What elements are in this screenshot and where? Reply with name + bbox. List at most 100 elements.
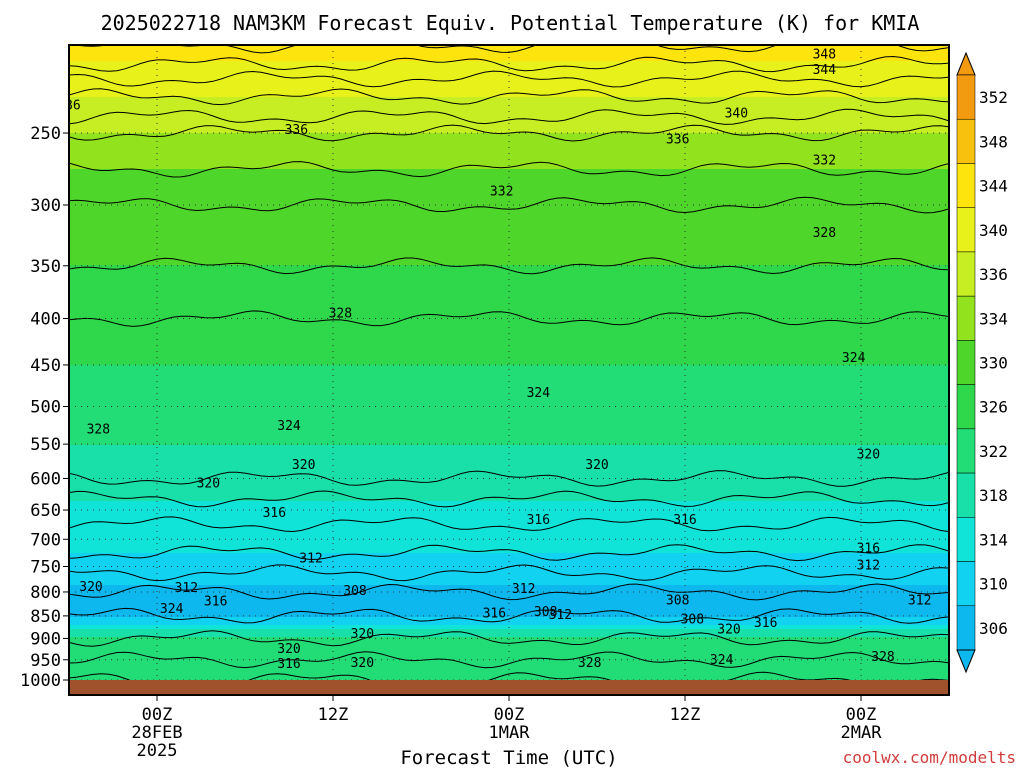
field-band — [69, 537, 949, 541]
colorbar-label: 348 — [979, 132, 1008, 151]
field-band — [69, 137, 949, 141]
field-band — [69, 669, 949, 673]
y-tick-label: 850 — [30, 607, 61, 627]
colorbar-segment — [956, 605, 976, 651]
field-band — [69, 213, 949, 217]
field-band — [69, 389, 949, 393]
field-band — [69, 489, 949, 493]
y-tick-label: 600 — [30, 469, 61, 489]
contour-label: 324 — [160, 602, 184, 617]
ground-surface — [69, 680, 949, 695]
field-band — [69, 465, 949, 469]
contour-line — [69, 70, 949, 88]
field-band — [69, 557, 949, 561]
field-band — [69, 45, 949, 49]
contour-line — [69, 607, 949, 624]
y-tick-label: 800 — [30, 583, 61, 603]
field-band — [69, 677, 949, 681]
field-band — [69, 177, 949, 181]
x-tick-label: 2MAR — [841, 723, 883, 743]
credit-text[interactable]: coolwx.com/modelts — [843, 748, 1016, 767]
contour-label: 320 — [717, 623, 740, 638]
contour-label: 328 — [578, 656, 601, 671]
field-band — [69, 257, 949, 261]
field-band — [69, 381, 949, 385]
colorbar-segment — [956, 163, 976, 208]
field-band — [69, 333, 949, 337]
contour-label: 328 — [87, 423, 110, 438]
contour-label: 308 — [343, 584, 366, 599]
contour-label: 320 — [277, 642, 300, 657]
contour-line — [69, 196, 949, 214]
field-band — [69, 81, 949, 85]
contour-label: 312 — [908, 593, 931, 608]
field-band — [69, 141, 949, 145]
colorbar-label: 330 — [979, 354, 1008, 373]
x-tick-label: 28FEB — [131, 723, 182, 743]
contour-label: 332 — [813, 153, 836, 168]
field-band — [69, 401, 949, 405]
contour-label: 340 — [725, 107, 748, 122]
field-band — [69, 297, 949, 301]
colorbar-label: 310 — [979, 575, 1008, 594]
x-tick-label: 2025 — [137, 741, 178, 761]
field-band — [69, 89, 949, 93]
contour-label: 312 — [857, 558, 880, 573]
field-band — [69, 393, 949, 397]
field-band — [69, 185, 949, 189]
field-band — [69, 345, 949, 349]
field-band — [69, 581, 949, 585]
contour-label: 308 — [666, 594, 689, 609]
field-band — [69, 233, 949, 237]
y-tick-label: 250 — [30, 124, 61, 144]
colorbar-label: 318 — [979, 486, 1008, 505]
field-band — [69, 485, 949, 489]
y-tick-label: 950 — [30, 651, 61, 671]
field-band — [69, 161, 949, 165]
colorbar-label: 326 — [979, 398, 1008, 417]
field-band — [69, 105, 949, 109]
contour-label: 316 — [754, 616, 777, 631]
field-band — [69, 293, 949, 297]
x-tick-label: 12Z — [318, 705, 349, 725]
field-band — [69, 657, 949, 661]
field-band — [69, 221, 949, 225]
field-band — [69, 225, 949, 229]
x-tick-label: 00Z — [846, 705, 877, 725]
contour-line — [69, 124, 949, 142]
field-band — [69, 261, 949, 265]
field-band — [69, 129, 949, 133]
field-band — [69, 549, 949, 553]
field-band — [69, 509, 949, 513]
contour-label: 316 — [673, 513, 696, 528]
field-band — [69, 665, 949, 669]
field-band — [69, 377, 949, 381]
contour-label: 320 — [79, 580, 102, 595]
field-band — [69, 629, 949, 633]
x-axis-label: Forecast Time (UTC) — [400, 747, 617, 768]
colorbar-segment — [956, 207, 976, 253]
contour-label: 324 — [710, 653, 734, 668]
field-band — [69, 501, 949, 505]
field-band — [69, 477, 949, 481]
contour-line — [69, 470, 949, 487]
contour-label: 316 — [277, 657, 300, 672]
field-band — [69, 609, 949, 613]
contour-label: 320 — [197, 477, 220, 492]
contour-line — [69, 310, 949, 327]
contour-label: 320 — [351, 656, 374, 671]
contour-line — [69, 45, 949, 54]
contour-label: 328 — [329, 307, 352, 322]
x-tick-label: 00Z — [494, 705, 525, 725]
field-band — [69, 341, 949, 345]
y-tick-label: 1000 — [20, 671, 61, 691]
y-tick-label: 500 — [30, 398, 61, 418]
field-band — [69, 425, 949, 429]
x-tick-label: 1MAR — [489, 723, 531, 743]
field-band — [69, 545, 949, 549]
contour-label: 320 — [292, 458, 315, 473]
contour-label: 312 — [175, 581, 198, 596]
colorbar-segment — [956, 384, 976, 430]
